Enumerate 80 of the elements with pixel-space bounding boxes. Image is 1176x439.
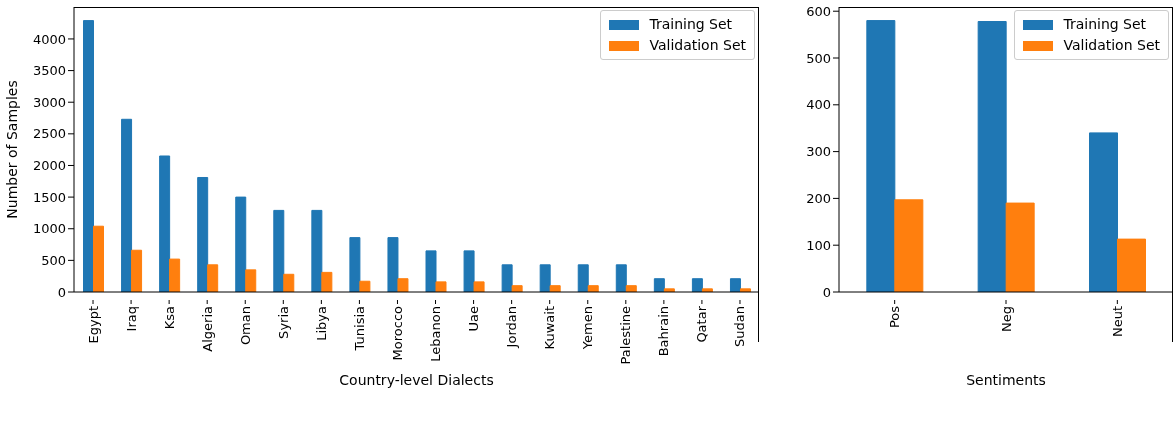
x-tick-label: Lebanon bbox=[428, 306, 444, 362]
y-axis-title: Number of Samples bbox=[3, 80, 20, 219]
bar bbox=[159, 155, 171, 292]
bar bbox=[539, 264, 551, 292]
x-tick-label: Oman bbox=[237, 306, 253, 346]
x-tick-label: Palestine bbox=[618, 306, 634, 365]
x-tick-label: Neut bbox=[1109, 306, 1125, 338]
bar bbox=[691, 278, 703, 292]
x-tick-label: Morocco bbox=[389, 305, 405, 361]
y-tick-label: 2500 bbox=[32, 126, 66, 142]
x-tick-label: Qatar bbox=[694, 305, 710, 343]
x-tick-label: Iraq bbox=[123, 306, 139, 332]
x-tick-label: Yemen bbox=[580, 306, 596, 351]
bar bbox=[283, 273, 295, 292]
legend-label: Training Set bbox=[1063, 15, 1147, 34]
bar bbox=[977, 21, 1007, 292]
bar bbox=[729, 278, 741, 292]
x-tick-label: Pos bbox=[887, 305, 903, 329]
bar bbox=[866, 20, 896, 292]
y-tick-label: 200 bbox=[806, 191, 831, 207]
bar bbox=[653, 278, 665, 292]
x-tick-label: Uae bbox=[466, 306, 482, 332]
x-tick-label: Kuwait bbox=[542, 306, 558, 350]
legend-label: Validation Set bbox=[1063, 36, 1160, 55]
bar bbox=[501, 264, 513, 292]
bar bbox=[131, 249, 143, 292]
y-tick-label: 500 bbox=[41, 252, 66, 268]
y-tick-label: 3500 bbox=[32, 63, 66, 79]
y-tick-label: 500 bbox=[806, 50, 831, 66]
bar bbox=[197, 176, 209, 292]
bar bbox=[463, 250, 475, 292]
bar bbox=[235, 196, 247, 292]
bar bbox=[435, 281, 447, 292]
bar bbox=[359, 280, 371, 292]
bar bbox=[387, 237, 399, 292]
bar bbox=[93, 225, 105, 292]
bar bbox=[615, 264, 627, 292]
y-tick-label: 2000 bbox=[32, 158, 66, 174]
y-tick-label: 600 bbox=[806, 3, 831, 19]
bar bbox=[273, 209, 285, 292]
y-tick-label: 1000 bbox=[32, 221, 66, 237]
bar bbox=[121, 118, 133, 292]
y-tick-label: 0 bbox=[57, 284, 66, 300]
bar bbox=[577, 264, 589, 292]
bar bbox=[1117, 238, 1146, 292]
bar bbox=[349, 237, 361, 292]
bar bbox=[397, 278, 409, 292]
x-tick-label: Ksa bbox=[161, 306, 177, 330]
x-tick-label: Algeria bbox=[199, 306, 215, 352]
bar bbox=[207, 264, 219, 292]
legend-label: Validation Set bbox=[649, 36, 746, 55]
bar bbox=[425, 250, 437, 292]
x-tick-label: Bahrain bbox=[656, 306, 672, 357]
x-tick-label: Libya bbox=[313, 306, 329, 341]
y-tick-label: 0 bbox=[822, 284, 831, 300]
x-tick-label: Syria bbox=[275, 306, 291, 339]
x-tick-label: Neg bbox=[998, 306, 1014, 332]
x-tick-label: Tunisia bbox=[351, 306, 367, 352]
bar bbox=[894, 199, 924, 292]
bar bbox=[473, 281, 485, 292]
y-tick-label: 3000 bbox=[32, 94, 66, 110]
bar bbox=[1089, 132, 1118, 292]
legend-label: Training Set bbox=[649, 15, 733, 34]
bar bbox=[245, 269, 257, 292]
y-tick-label: 4000 bbox=[32, 31, 66, 47]
bar bbox=[311, 209, 323, 292]
x-axis-title: Sentiments bbox=[966, 372, 1046, 388]
bar bbox=[511, 285, 523, 292]
y-tick-label: 100 bbox=[806, 237, 831, 253]
x-tick-label: Jordan bbox=[504, 306, 520, 349]
bar bbox=[1005, 202, 1035, 292]
y-tick-label: 300 bbox=[806, 144, 831, 160]
y-tick-label: 1500 bbox=[32, 189, 66, 205]
bar bbox=[83, 20, 95, 292]
x-axis-title: Country-level Dialects bbox=[339, 372, 494, 388]
x-tick-label: Egypt bbox=[85, 306, 101, 344]
bar bbox=[321, 271, 333, 292]
bar bbox=[169, 258, 181, 292]
x-tick-label: Sudan bbox=[732, 306, 748, 347]
y-tick-label: 400 bbox=[806, 97, 831, 113]
